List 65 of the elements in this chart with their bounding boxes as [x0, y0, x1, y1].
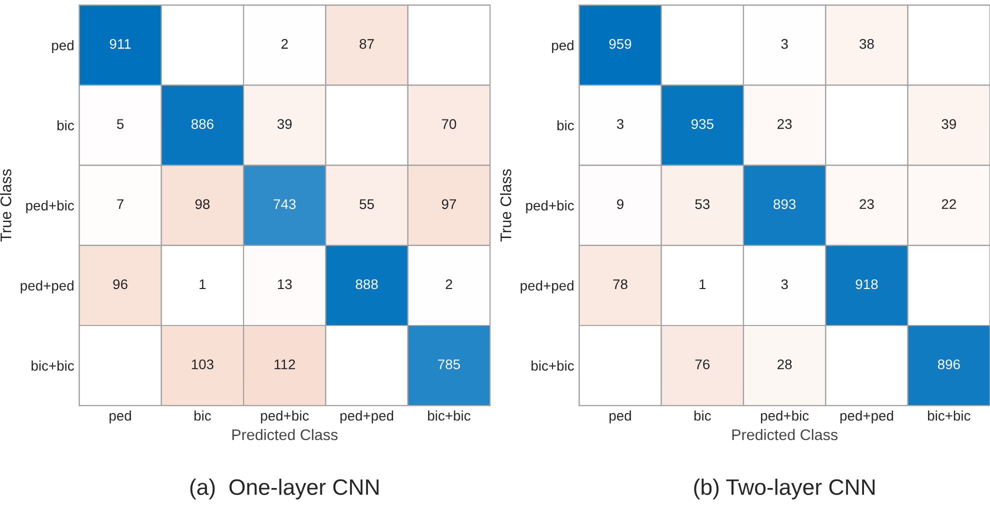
data-label: 70 — [442, 119, 456, 129]
y-tick-label: ped+ped — [520, 280, 574, 294]
data-label: 23 — [860, 199, 874, 210]
data-label: 3 — [781, 279, 788, 290]
data-label: 97 — [442, 199, 456, 210]
data-label: 98 — [195, 199, 210, 210]
x-tick-label: ped — [610, 410, 631, 424]
x-tick-label: ped+ped — [840, 410, 894, 424]
data-label: 2 — [281, 39, 288, 49]
y-tick-label: bic — [57, 120, 74, 130]
data-label: 39 — [277, 119, 292, 129]
data-label: 743 — [274, 199, 296, 210]
y-tick-label: ped+bic — [526, 200, 574, 214]
data-label: 918 — [856, 279, 878, 290]
x-tick-label: ped+ped — [340, 410, 394, 424]
data-label: 1 — [700, 279, 706, 290]
x-tick-label: ped — [110, 410, 131, 424]
data-label: 55 — [360, 199, 374, 210]
data-label: 893 — [774, 199, 796, 210]
data-label: 87 — [360, 39, 374, 49]
data-label: 28 — [778, 359, 792, 370]
data-label: 3 — [781, 39, 788, 49]
data-label: 911 — [110, 39, 131, 49]
data-label: 896 — [938, 359, 960, 370]
x-axis-title: Predicted Class — [732, 428, 838, 440]
data-label: 23 — [778, 119, 792, 129]
x-tick-label: ped+bic — [261, 410, 309, 424]
x-tick-label: bic — [694, 410, 711, 421]
data-label: 78 — [613, 279, 628, 290]
y-tick-label: ped+bic — [26, 200, 74, 214]
x-tick-label: bic+bic — [928, 410, 970, 421]
y-tick-label: bic — [557, 120, 574, 130]
x-tick-label: ped+bic — [760, 410, 809, 424]
text: (b) Two-layer CNN — [694, 478, 875, 500]
text: (a) One-layer CNN — [190, 478, 379, 500]
data-label: 886 — [191, 119, 214, 129]
data-label: 96 — [113, 279, 128, 290]
data-label: 2 — [446, 279, 452, 290]
y-axis-title: True Class — [0, 169, 12, 242]
data-label: 13 — [278, 279, 292, 290]
data-label: 7 — [117, 199, 124, 209]
data-label: 1 — [200, 279, 206, 290]
x-tick-label: bic — [194, 410, 211, 421]
data-label: 39 — [942, 119, 956, 129]
y-tick-label: ped — [552, 40, 574, 54]
data-label: 38 — [860, 39, 874, 49]
y-tick-label: bic+bic — [532, 360, 574, 371]
data-label: 103 — [192, 359, 214, 370]
data-label: 112 — [274, 359, 296, 370]
data-label: 959 — [609, 39, 632, 49]
x-tick-label: bic+bic — [428, 410, 470, 421]
data-label: 5 — [116, 119, 124, 129]
y-tick-label: ped — [52, 40, 74, 54]
data-label: 935 — [691, 119, 714, 129]
data-label: 22 — [942, 199, 956, 209]
data-label: 888 — [356, 279, 378, 290]
data-label: 3 — [616, 119, 624, 129]
x-axis-title: Predicted Class — [232, 428, 338, 440]
data-label: 9 — [617, 199, 624, 210]
data-label: 785 — [438, 359, 460, 370]
data-label: 76 — [695, 359, 710, 370]
y-axis-title: True Class — [500, 169, 512, 242]
y-tick-label: ped+ped — [20, 280, 74, 294]
y-tick-label: bic+bic — [32, 360, 74, 371]
data-label: 53 — [695, 199, 710, 210]
